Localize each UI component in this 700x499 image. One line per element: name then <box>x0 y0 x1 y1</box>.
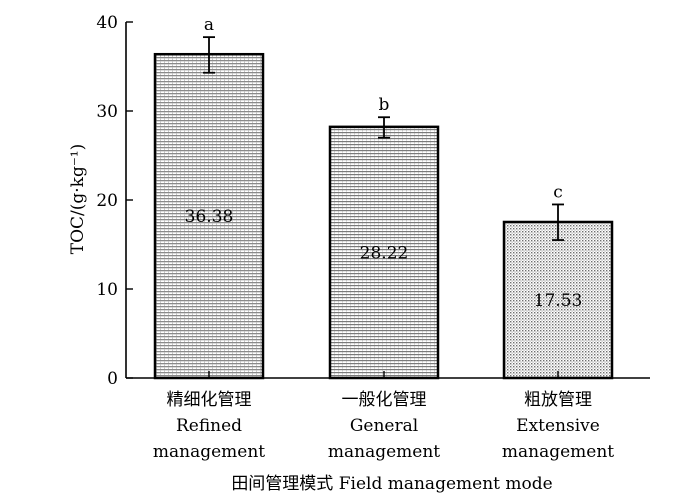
category-label-en2-1: management <box>153 442 265 462</box>
y-ticks: 0 10 20 30 40 <box>96 13 133 389</box>
category-label-en2-2: management <box>328 442 440 462</box>
category-label-en1-1: Refined <box>176 416 242 436</box>
x-axis-label: 田间管理模式 Field management mode <box>231 474 552 494</box>
y-tick-label-40: 40 <box>96 13 118 33</box>
bar-3 <box>502 220 614 380</box>
y-tick-label-0: 0 <box>107 369 118 389</box>
y-tick-label-10: 10 <box>96 280 118 300</box>
category-label-zh-1: 精细化管理 <box>167 390 252 410</box>
significance-letter-3: c <box>553 182 563 202</box>
y-axis-label: TOC/(g·kg⁻¹) <box>68 144 88 255</box>
significance-letter-2: b <box>379 95 390 115</box>
bar-2 <box>328 125 440 380</box>
category-label-en1-3: Extensive <box>516 416 600 436</box>
category-label-en2-3: management <box>502 442 614 462</box>
value-label-1: 36.38 <box>185 207 234 227</box>
category-label-zh-3: 粗放管理 <box>524 390 592 410</box>
category-label-zh-2: 一般化管理 <box>342 390 427 410</box>
x-tick-labels: 精细化管理 Refined management 一般化管理 General manage… <box>153 371 614 462</box>
y-tick-label-30: 30 <box>96 102 118 122</box>
category-label-en1-2: General <box>350 416 418 436</box>
y-tick-label-20: 20 <box>96 191 118 211</box>
value-label-2: 28.22 <box>360 243 409 263</box>
significance-letter-1: a <box>204 15 214 35</box>
value-label-3: 17.53 <box>534 291 583 311</box>
bars: a 36.38 b 28.22 c 17.53 <box>153 15 614 380</box>
